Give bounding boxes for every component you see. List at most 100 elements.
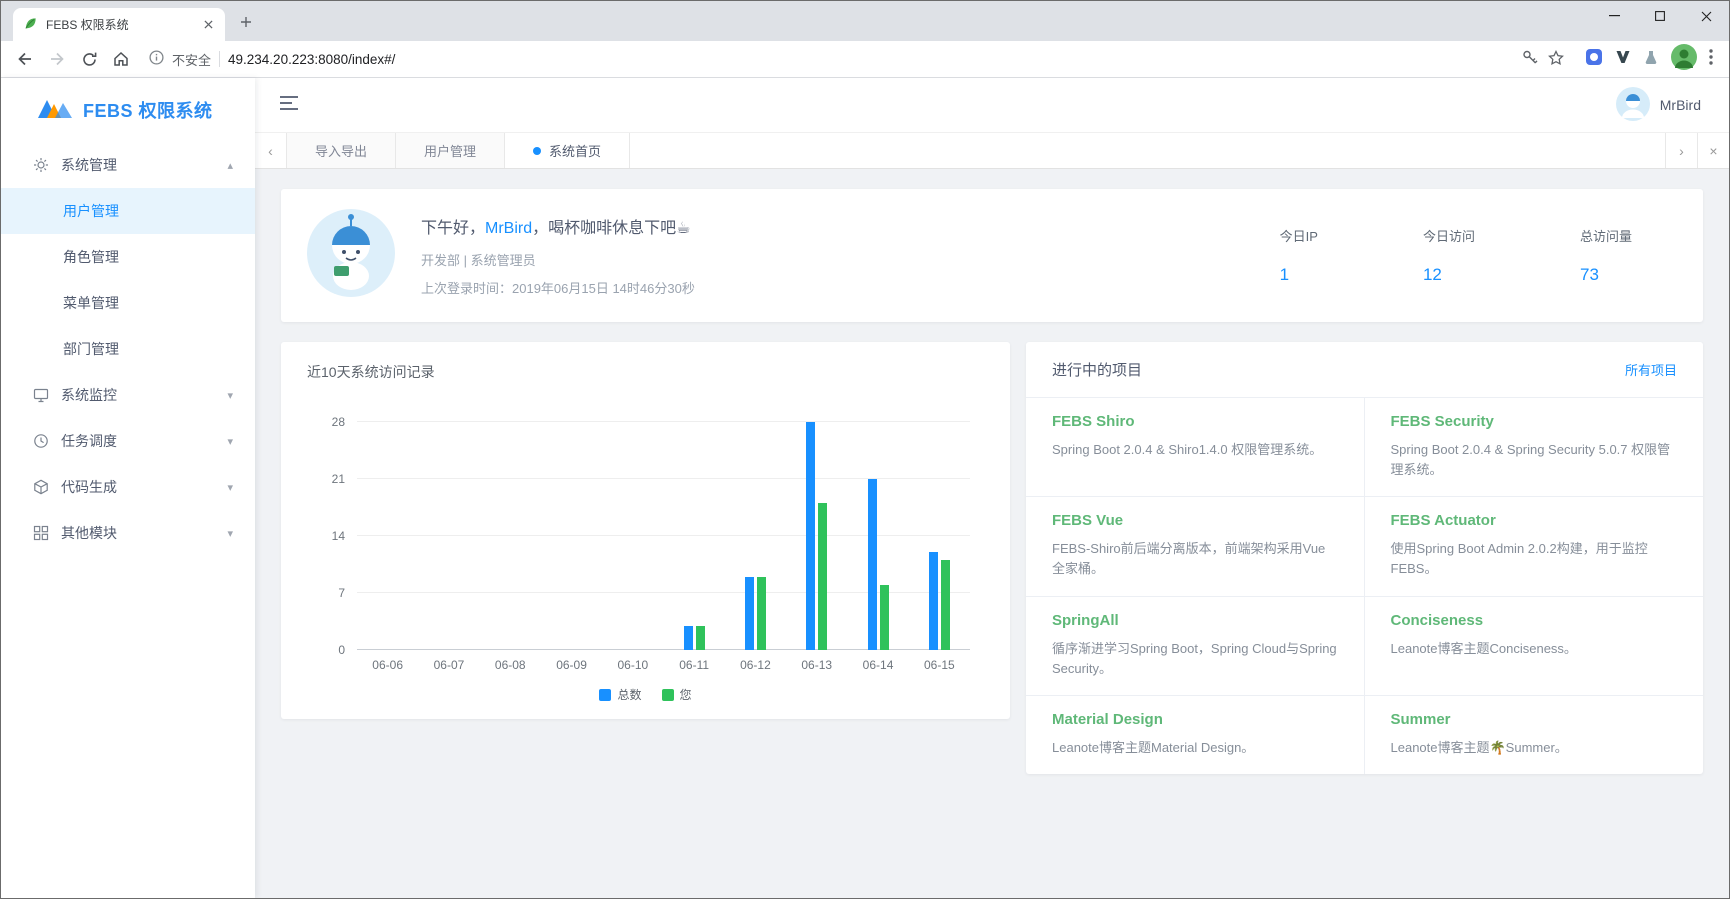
- home-icon[interactable]: [107, 45, 135, 73]
- project-cell-5[interactable]: Conciseness Leanote博客主题Conciseness。: [1364, 597, 1703, 696]
- url-text[interactable]: 49.234.20.223:8080/index#/: [228, 51, 396, 67]
- page-tab-label: 用户管理: [424, 144, 477, 159]
- tab-close-icon[interactable]: [199, 16, 217, 34]
- bar-06-15-总数: [928, 552, 938, 650]
- sidebar-subitem-0-0[interactable]: 用户管理: [1, 188, 255, 234]
- y-axis-label: 7: [338, 586, 345, 600]
- chart-gridline: [357, 592, 970, 593]
- window-controls: [1591, 1, 1729, 31]
- legend-item[interactable]: 总数: [599, 686, 642, 703]
- caret-down-icon: ▾: [227, 481, 233, 494]
- project-name[interactable]: Conciseness: [1390, 611, 1484, 629]
- chart-title: 近10天系统访问记录: [307, 364, 435, 380]
- project-cell-7[interactable]: Summer Leanote博客主题🌴Summer。: [1365, 696, 1704, 774]
- forward-icon[interactable]: [43, 45, 71, 73]
- chart-gridline: [357, 421, 970, 422]
- sidebar: FEBS 权限系统 系统管理 ▴ 用户管理 角色管理菜单管理部门管理系统监控 ▾ 任务调度…: [1, 78, 255, 898]
- sidebar-item-2[interactable]: 任务调度 ▾: [1, 418, 255, 464]
- page-tab-0[interactable]: 导入导出: [287, 133, 397, 168]
- tab-title: FEBS 权限系统: [46, 18, 129, 32]
- project-cell-3[interactable]: FEBS Actuator 使用Spring Boot Admin 2.0.2构建…: [1364, 497, 1703, 597]
- user-identity: 开发部 | 系统管理员: [421, 253, 536, 268]
- x-axis-label: 06-10: [617, 658, 649, 672]
- project-cell-1[interactable]: FEBS Security Spring Boot 2.0.4 & Spring …: [1364, 398, 1703, 498]
- sidebar-item-label: 任务调度: [61, 433, 117, 449]
- project-cell-0[interactable]: FEBS Shiro Spring Boot 2.0.4 & Shiro1.4.0…: [1026, 398, 1365, 498]
- bar-group-06-10: [602, 422, 663, 650]
- greeting-user-link[interactable]: MrBird: [485, 220, 533, 237]
- browser-profile-avatar[interactable]: [1671, 43, 1697, 75]
- reload-icon[interactable]: [75, 45, 103, 73]
- x-axis-label: 06-13: [801, 658, 833, 672]
- page-tab-2[interactable]: 系统首页: [505, 133, 631, 168]
- project-desc: Spring Boot 2.0.4 & Shiro1.4.0 权限管理系统。: [1052, 442, 1323, 457]
- greeting-prefix: 下午好，: [421, 220, 486, 237]
- password-key-icon[interactable]: [1522, 49, 1539, 69]
- user-name: MrBird: [1659, 97, 1701, 113]
- user-menu[interactable]: MrBird: [1615, 86, 1701, 124]
- sidebar-subitem-label: 菜单管理: [63, 295, 119, 311]
- page-tab-1[interactable]: 用户管理: [396, 133, 506, 168]
- logo-text: FEBS 权限系统: [83, 101, 213, 121]
- sidebar-item-4[interactable]: 其他模块 ▾: [1, 510, 255, 556]
- bar-06-13-总数: [806, 422, 816, 650]
- page-tabs: 导入导出 用户管理 系统首页: [287, 133, 631, 168]
- sidebar-subitem-0-1[interactable]: 角色管理: [1, 234, 255, 280]
- address-bar[interactable]: 不安全 49.234.20.223:8080/index#/: [139, 45, 1575, 73]
- browser-menu-icon[interactable]: [1709, 48, 1713, 70]
- project-name[interactable]: FEBS Security: [1390, 413, 1494, 430]
- x-axis-label: 06-11: [679, 658, 710, 672]
- extension-v-icon[interactable]: [1615, 49, 1631, 70]
- sidebar-subitem-0-2[interactable]: 菜单管理: [1, 280, 255, 326]
- sidebar-item-1[interactable]: 系统监控 ▾: [1, 372, 255, 418]
- caret-down-icon: ▾: [227, 389, 233, 402]
- project-desc: Spring Boot 2.0.4 & Spring Security 5.0.…: [1390, 442, 1671, 478]
- logo-mark-icon: [37, 97, 73, 124]
- window-close-button[interactable]: [1683, 1, 1729, 31]
- sidebar-item-3[interactable]: 代码生成 ▾: [1, 464, 255, 510]
- project-cell-2[interactable]: FEBS Vue FEBS-Shiro前后端分离版本，前端架构采用Vue全家桶。: [1026, 497, 1365, 597]
- page-tab-label: 系统首页: [549, 144, 602, 159]
- security-label[interactable]: 不安全: [172, 52, 212, 68]
- app-logo[interactable]: FEBS 权限系统: [1, 78, 255, 142]
- last-login-time: 上次登录时间：2019年06月15日 14时46分30秒: [421, 281, 695, 296]
- modules-icon: [33, 525, 49, 541]
- tabs-scroll-left-button[interactable]: ‹: [255, 133, 287, 168]
- projects-grid: FEBS Shiro Spring Boot 2.0.4 & Shiro1.4.0…: [1026, 398, 1703, 774]
- sidebar-collapse-icon[interactable]: [279, 95, 299, 116]
- stat-value: 1: [1279, 265, 1290, 284]
- leaf-favicon-icon: [23, 16, 38, 34]
- bar-group-06-07: [418, 422, 479, 650]
- y-axis-label: 0: [338, 643, 345, 657]
- site-info-icon[interactable]: [149, 50, 164, 68]
- project-name[interactable]: FEBS Actuator: [1390, 512, 1496, 530]
- tabs-scroll-right-button[interactable]: ›: [1665, 133, 1697, 168]
- chart-plot: 0 7 14 21 28: [332, 415, 970, 657]
- tabs-close-all-button[interactable]: ×: [1697, 133, 1729, 168]
- bar-group-06-06: [357, 422, 418, 650]
- sidebar-subitem-0-3[interactable]: 部门管理: [1, 326, 255, 372]
- extension-flask-icon[interactable]: [1643, 49, 1659, 70]
- project-name[interactable]: Summer: [1390, 710, 1451, 728]
- caret-down-icon: ▾: [227, 527, 233, 540]
- window-minimize-button[interactable]: [1591, 1, 1637, 31]
- sidebar-item-label: 代码生成: [61, 479, 117, 495]
- chart-x-axis: 06-06 06-07 06-08 06-09 06-10 06-11 06-12 06-13…: [357, 658, 970, 672]
- project-cell-4[interactable]: SpringAll 循序渐进学习Spring Boot，Spring Cloud与…: [1026, 596, 1365, 696]
- new-tab-button[interactable]: [233, 9, 259, 35]
- project-desc: 使用Spring Boot Admin 2.0.2构建，用于监控FEBS。: [1390, 541, 1648, 577]
- project-cell-6[interactable]: Material Design Leanote博客主题Material Desig…: [1026, 695, 1365, 774]
- window-maximize-button[interactable]: [1637, 1, 1683, 31]
- sidebar-item-0[interactable]: 系统管理 ▴: [1, 142, 255, 188]
- project-name[interactable]: Material Design: [1052, 710, 1163, 728]
- bookmark-star-icon[interactable]: [1547, 49, 1565, 70]
- sidebar-item-label: 系统监控: [61, 387, 117, 403]
- project-name[interactable]: SpringAll: [1052, 611, 1119, 629]
- browser-tab[interactable]: FEBS 权限系统: [13, 8, 225, 41]
- legend-item[interactable]: 您: [661, 686, 692, 703]
- all-projects-link[interactable]: 所有项目: [1624, 363, 1677, 378]
- project-name[interactable]: FEBS Vue: [1052, 512, 1124, 530]
- project-name[interactable]: FEBS Shiro: [1052, 413, 1135, 430]
- extension-blue-icon[interactable]: [1585, 48, 1603, 71]
- back-icon[interactable]: [11, 45, 39, 73]
